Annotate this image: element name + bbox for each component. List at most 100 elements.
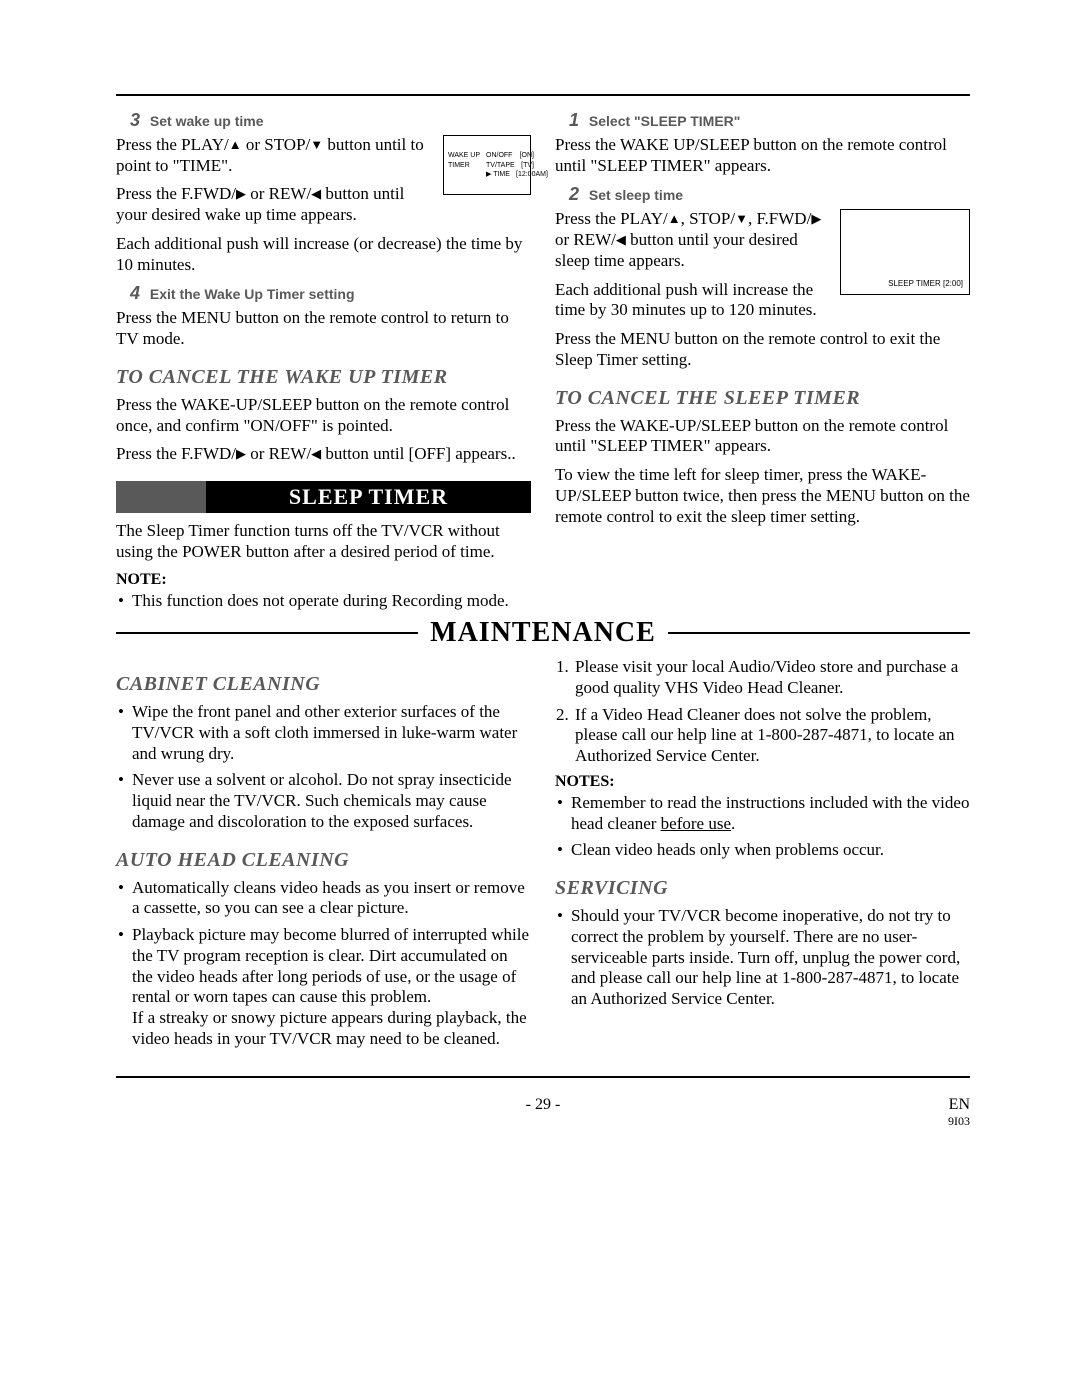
maintenance-heading: MAINTENANCE: [116, 617, 970, 649]
t: or REW/: [246, 184, 311, 203]
osd-cell: [TV]: [516, 162, 534, 170]
cancel-wakeup-p1: Press the WAKE-UP/SLEEP button on the re…: [116, 395, 531, 436]
autohead-heading: AUTO HEAD CLEANING: [116, 849, 531, 872]
cancel-sleep-heading: TO CANCEL THE SLEEP TIMER: [555, 387, 970, 410]
cancel-sleep-p2: To view the time left for sleep timer, p…: [555, 465, 970, 527]
maint-right: Please visit your local Audio/Video stor…: [555, 657, 970, 1055]
t: , STOP/: [681, 209, 736, 228]
t: before use: [661, 814, 731, 833]
down-triangle-icon: ▼: [310, 137, 323, 152]
cancel-wakeup-p2: Press the F.FWD/▶ or REW/◀ button until …: [116, 444, 531, 465]
step-3-num: 3: [130, 110, 140, 130]
step-1-head: 1 Select "SLEEP TIMER": [569, 110, 970, 131]
step-3-title: Set wake up time: [150, 113, 264, 129]
step-3-p3: Each additional push will increase (or d…: [116, 234, 531, 275]
step-1-p1: Press the WAKE UP/SLEEP button on the re…: [555, 135, 970, 176]
maintenance-columns: CABINET CLEANING Wipe the front panel an…: [116, 657, 970, 1055]
step-4-num: 4: [130, 283, 140, 303]
step-3-p1: Press the PLAY/▲ or STOP/▼ button until …: [116, 135, 435, 176]
right-triangle-icon: ▶: [811, 211, 821, 226]
step-2-num: 2: [569, 184, 579, 204]
servicing-b1: Should your TV/VCR become inoperative, d…: [571, 906, 970, 1010]
cancel-sleep-p1: Press the WAKE-UP/SLEEP button on the re…: [555, 416, 970, 457]
left-column: 3 Set wake up time Press the PLAY/▲ or S…: [116, 104, 531, 617]
step-4-p1: Press the MENU button on the remote cont…: [116, 308, 531, 349]
right-column: 1 Select "SLEEP TIMER" Press the WAKE UP…: [555, 104, 970, 617]
headclean-n1: Please visit your local Audio/Video stor…: [573, 657, 970, 698]
upper-columns: 3 Set wake up time Press the PLAY/▲ or S…: [116, 104, 970, 617]
note-label: NOTE:: [116, 571, 531, 589]
step-2-title: Set sleep time: [589, 187, 683, 203]
step-2-body: Press the PLAY/▲, STOP/▼, F.FWD/▶ or REW…: [555, 209, 970, 329]
headclean-n2: If a Video Head Cleaner does not solve t…: [573, 705, 970, 767]
step-2-p2: Each additional push will increase the t…: [555, 280, 832, 321]
step-3-head: 3 Set wake up time: [130, 110, 531, 131]
left-triangle-icon: ◀: [311, 186, 321, 201]
osd-sleep-line: SLEEP TIMER [2:00]: [888, 279, 963, 288]
down-triangle-icon: ▼: [735, 211, 748, 226]
maintenance-title: MAINTENANCE: [418, 617, 668, 649]
t: Playback picture may become blurred of i…: [132, 925, 529, 1006]
cabinet-b2: Never use a solvent or alcohol. Do not s…: [132, 770, 531, 832]
cabinet-list: Wipe the front panel and other exterior …: [116, 702, 531, 832]
autohead-b2: Playback picture may become blurred of i…: [132, 925, 531, 1049]
page-footer: - 29 - EN 9I03: [116, 1096, 970, 1129]
osd-cell: [448, 171, 486, 179]
osd-wakeup-diagram: WAKE UP ON/OFF [ON] TIMER TV/TAPE [TV] ▶…: [443, 135, 531, 195]
notes-b1: Remember to read the instructions includ…: [571, 793, 970, 834]
sleep-note-bullet: This function does not operate during Re…: [132, 591, 531, 612]
headclean-numlist: Please visit your local Audio/Video stor…: [555, 657, 970, 767]
t: Press the PLAY/: [555, 209, 668, 228]
page-content: 3 Set wake up time Press the PLAY/▲ or S…: [116, 94, 970, 1078]
step-2-p1: Press the PLAY/▲, STOP/▼, F.FWD/▶ or REW…: [555, 209, 832, 271]
osd-cell: TV/TAPE: [486, 162, 516, 170]
t: .: [731, 814, 735, 833]
cabinet-b1: Wipe the front panel and other exterior …: [132, 702, 531, 764]
step-1-num: 1: [569, 110, 579, 130]
autohead-b1: Automatically cleans video heads as you …: [132, 878, 531, 919]
osd-cell: ON/OFF: [486, 152, 516, 160]
step-3-body: Press the PLAY/▲ or STOP/▼ button until …: [116, 135, 531, 234]
t: Press the PLAY/: [116, 135, 229, 154]
step-1-title: Select "SLEEP TIMER": [589, 113, 741, 129]
step-2-head: 2 Set sleep time: [569, 184, 970, 205]
sleep-intro: The Sleep Timer function turns off the T…: [116, 521, 531, 562]
right-triangle-icon: ▶: [236, 186, 246, 201]
osd-cell: WAKE UP: [448, 152, 486, 160]
t: Remember to read the instructions includ…: [571, 793, 969, 833]
t: If a streaky or snowy picture appears du…: [132, 1008, 527, 1048]
t: Press the F.FWD/: [116, 444, 236, 463]
osd-sleep-diagram: SLEEP TIMER [2:00]: [840, 209, 970, 295]
maint-left: CABINET CLEANING Wipe the front panel an…: [116, 657, 531, 1055]
autohead-list: Automatically cleans video heads as you …: [116, 878, 531, 1050]
sleep-note-list: This function does not operate during Re…: [116, 591, 531, 612]
sleep-timer-bar: SLEEP TIMER: [116, 481, 531, 513]
right-triangle-icon: ▶: [236, 446, 246, 461]
sleep-timer-title: SLEEP TIMER: [206, 481, 531, 513]
left-triangle-icon: ◀: [311, 446, 321, 461]
bar-accent: [116, 481, 206, 513]
up-triangle-icon: ▲: [668, 211, 681, 226]
t: button until [OFF] appears..: [321, 444, 516, 463]
footer-code: 9I03: [688, 1114, 970, 1129]
t: Press the F.FWD/: [116, 184, 236, 203]
servicing-heading: SERVICING: [555, 877, 970, 900]
left-triangle-icon: ◀: [616, 232, 626, 247]
t: or REW/: [246, 444, 311, 463]
osd-cell: TIMER: [448, 162, 486, 170]
osd-cell: [12:00AM]: [516, 171, 534, 179]
osd-cell: ▶ TIME: [486, 171, 516, 179]
page-number: - 29 -: [402, 1096, 684, 1114]
cancel-wakeup-heading: TO CANCEL THE WAKE UP TIMER: [116, 366, 531, 389]
servicing-list: Should your TV/VCR become inoperative, d…: [555, 906, 970, 1010]
footer-lang: EN: [949, 1096, 970, 1113]
step-2-p3: Press the MENU button on the remote cont…: [555, 329, 970, 370]
osd-cell: [ON]: [516, 152, 534, 160]
notes-label: NOTES:: [555, 773, 970, 791]
up-triangle-icon: ▲: [229, 137, 242, 152]
step-4-title: Exit the Wake Up Timer setting: [150, 286, 355, 302]
step-3-p2: Press the F.FWD/▶ or REW/◀ button until …: [116, 184, 435, 225]
notes-b2: Clean video heads only when problems occ…: [571, 840, 970, 861]
t: or STOP/: [242, 135, 311, 154]
t: or REW/: [555, 230, 616, 249]
